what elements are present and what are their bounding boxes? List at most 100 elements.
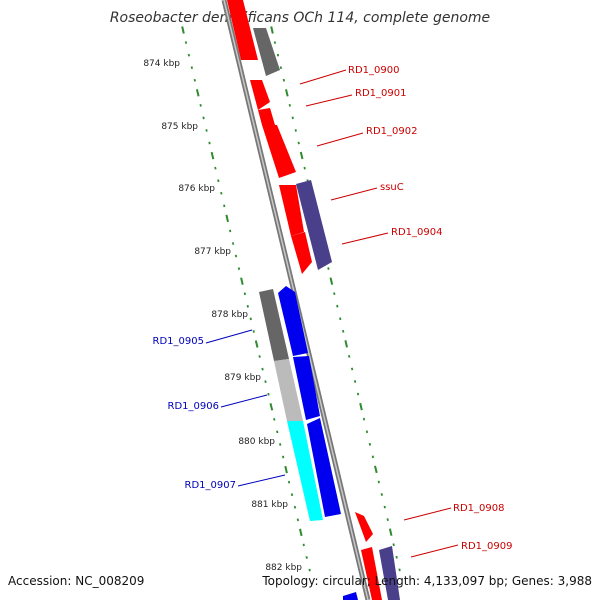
left-ruler-major-tick [225,214,229,223]
right-ruler-minor-tick [395,555,398,559]
label-rd1-0902[interactable]: RD1_0902 [366,126,417,137]
right-ruler-minor-tick [297,141,300,145]
gene-labels-right: RD1_0900 RD1_0901 RD1_0902 ssuC RD1_0904… [299,65,512,558]
label-rd1-0906[interactable]: RD1_0906 [168,401,219,412]
left-ruler-major-tick [195,89,200,97]
gene-rd1-0906-lightgray[interactable] [274,359,303,421]
ruler-ticks-left [181,26,311,572]
gene-rd1-0908[interactable] [355,512,373,542]
right-ruler-major-tick [270,26,274,34]
gene-blue-3[interactable] [307,418,341,517]
left-ruler-major-tick [284,465,288,474]
gene-blue-bottom[interactable] [343,592,358,600]
gene-rd1-0902-ssuC[interactable] [262,125,296,178]
right-ruler-minor-tick [342,329,345,333]
gene-features [227,0,400,600]
kbp-label-881: 881 kbp [251,500,288,510]
kbp-label-879: 879 kbp [224,373,261,383]
label-rd1-0904[interactable]: RD1_0904 [391,227,442,238]
gene-red-middle[interactable] [279,185,304,236]
gene-rd1-0901[interactable] [258,108,275,125]
right-ruler-minor-tick [383,505,386,509]
right-ruler-major-tick [359,402,363,411]
label-rd1-0900[interactable]: RD1_0900 [348,65,399,76]
right-ruler-minor-tick [371,455,375,459]
gene-rd1-0904[interactable] [291,232,312,274]
label-rd1-0907[interactable]: RD1_0907 [185,480,236,491]
right-ruler-minor-tick [353,380,357,383]
right-ruler-minor-tick [356,392,360,396]
right-ruler-minor-tick [333,292,336,296]
right-ruler-major-tick [285,89,289,97]
left-ruler-minor-tick [252,330,255,333]
right-ruler-minor-tick [339,317,342,321]
left-ruler-minor-tick [237,267,241,270]
right-ruler-minor-tick [279,66,283,70]
left-ruler-minor-tick [282,455,285,459]
right-ruler-minor-tick [368,442,372,446]
left-ruler-minor-tick [267,392,270,396]
left-ruler-minor-tick [302,543,305,547]
gene-gray-top[interactable] [253,28,280,76]
left-ruler-minor-tick [258,355,261,358]
right-ruler-minor-tick [291,116,294,120]
genome-stats-text: Topology: circular; Length: 4,133,097 bp… [262,574,592,588]
left-ruler-minor-tick [229,229,232,233]
left-ruler-minor-tick [290,493,294,497]
kbp-ruler: 874 kbp 875 kbp 876 kbp 877 kbp 878 kbp … [143,59,302,573]
right-ruler-minor-tick [377,480,380,484]
left-ruler-minor-tick [273,417,276,421]
left-ruler-minor-tick [261,367,264,371]
left-ruler-minor-tick [287,480,291,484]
gene-rd1-0909[interactable] [361,547,382,600]
label-rd1-0901[interactable]: RD1_0901 [355,88,406,99]
right-ruler-minor-tick [362,417,366,421]
left-ruler-minor-tick [234,254,238,258]
left-ruler-major-tick [269,403,274,411]
left-ruler-major-tick [181,26,185,34]
label-rd1-0908[interactable]: RD1_0908 [453,503,504,514]
label-rd1-0909[interactable]: RD1_0909 [461,541,512,552]
right-ruler-minor-tick [380,493,383,496]
right-ruler-minor-tick [350,367,354,371]
left-ruler-minor-tick [199,104,202,107]
gene-blue-1[interactable] [278,286,308,356]
right-ruler-minor-tick [276,53,280,57]
kbp-label-878: 878 kbp [211,310,248,320]
left-ruler-minor-tick [208,141,211,145]
left-ruler-minor-tick [202,116,205,120]
left-ruler-minor-tick [214,166,217,170]
right-ruler-major-tick [299,151,304,160]
gene-ssuC-navy[interactable] [296,180,332,270]
kbp-label-876: 876 kbp [178,184,215,194]
kbp-label-882: 882 kbp [265,563,302,573]
left-ruler-minor-tick [305,556,308,559]
left-ruler-minor-tick [296,518,300,522]
kbp-label-874: 874 kbp [143,59,180,69]
right-ruler-minor-tick [392,543,395,547]
right-ruler-minor-tick [386,518,389,522]
left-ruler-minor-tick [187,53,191,57]
gene-rd1-0905-gray[interactable] [259,289,289,361]
gene-blue-2[interactable] [293,356,320,420]
kbp-label-877: 877 kbp [194,247,231,257]
right-ruler-minor-tick [273,41,277,44]
map-title: Roseobacter denitrificans OCh 114, compl… [110,10,490,26]
left-ruler-minor-tick [243,292,246,296]
gene-labels-left: RD1_0905 RD1_0906 RD1_0907 [153,329,286,491]
gene-rd1-0907-cyan[interactable] [287,421,323,521]
right-ruler-major-tick [388,528,393,536]
gene-navy-bottom[interactable] [379,546,400,600]
gene-red-top[interactable] [227,0,258,60]
left-ruler-minor-tick [293,505,297,509]
kbp-label-875: 875 kbp [161,122,198,132]
left-ruler-major-tick [299,528,303,537]
label-ssuc[interactable]: ssuC [380,182,404,193]
left-ruler-minor-tick [231,242,235,245]
gene-rd1-0900[interactable] [250,80,270,110]
left-ruler-major-tick [240,277,244,285]
label-rd1-0905[interactable]: RD1_0905 [153,336,204,347]
left-ruler-minor-tick [308,568,311,572]
left-ruler-minor-tick [190,66,193,69]
